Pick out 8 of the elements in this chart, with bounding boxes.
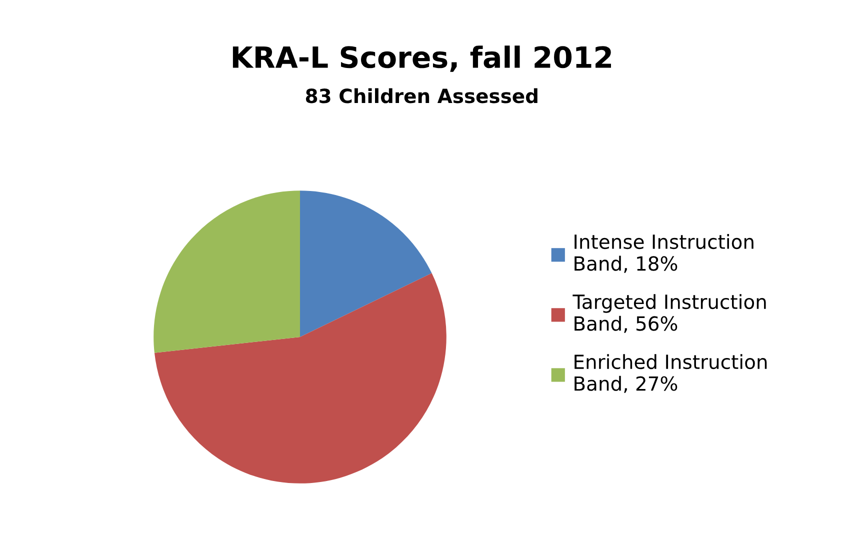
legend-label: Intense Instruction Band, 18% [574,234,754,273]
chart-title: KRA-L Scores, fall 2012 [232,46,611,72]
chart-subtitle: 83 Children Assessed [306,88,538,104]
legend-label: Targeted Instruction Band, 56% [572,294,766,333]
pie-slice [300,190,432,337]
legend-label: Enriched Instruction Band, 27% [574,354,767,393]
pie-slice [154,190,300,353]
pie-slice [154,273,446,484]
